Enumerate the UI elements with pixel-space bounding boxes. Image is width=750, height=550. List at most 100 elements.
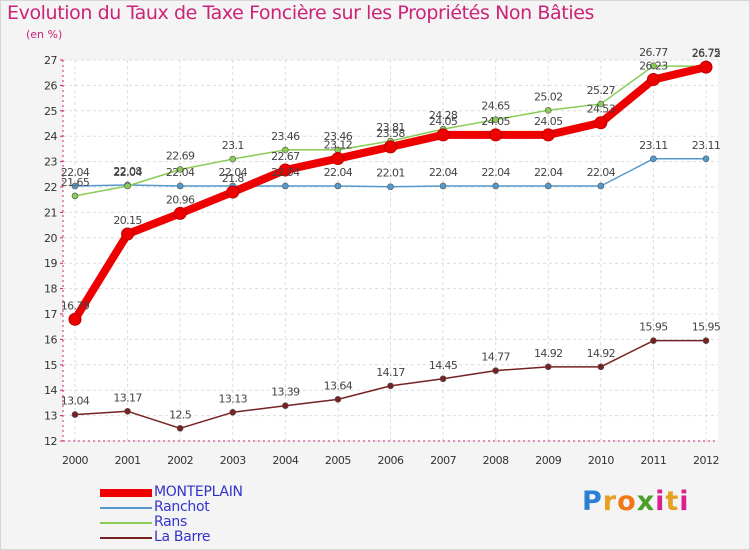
data-point-monteplain	[594, 116, 608, 130]
data-label-ranchot: 23.11	[639, 139, 668, 152]
data-point-la-barre	[334, 396, 342, 403]
data-label-monteplain: 24.53	[587, 103, 616, 116]
data-label-monteplain: 20.96	[166, 193, 195, 206]
data-label-la-barre: 13.64	[324, 379, 353, 392]
data-label-rans: 23.46	[324, 130, 353, 143]
data-point-rans	[597, 100, 605, 108]
data-label-rans: 23.1	[222, 139, 244, 152]
chart-title: Evolution du Taux de Taxe Foncière sur l…	[7, 2, 595, 24]
data-point-la-barre	[544, 363, 552, 371]
data-label-rans: 25.27	[587, 84, 616, 97]
data-point-rans	[492, 116, 499, 123]
data-label-ranchot: 23.11	[692, 139, 721, 152]
data-label-monteplain: 22.67	[271, 150, 300, 163]
y-tick-label: 26	[44, 79, 57, 92]
data-label-rans: 23.46	[271, 130, 300, 143]
data-point-ranchot	[439, 182, 447, 190]
data-point-monteplain	[646, 73, 660, 87]
data-label-rans: 21.65	[61, 176, 90, 189]
data-label-ranchot: 22.04	[429, 166, 458, 179]
data-point-monteplain	[436, 128, 450, 142]
data-point-la-barre	[597, 363, 605, 371]
x-tick-label: 2007	[430, 454, 456, 467]
data-label-la-barre: 12.5	[169, 408, 192, 421]
data-label-la-barre: 14.77	[481, 351, 510, 364]
legend-label-ranchot: Ranchot	[154, 499, 210, 515]
data-point-monteplain	[68, 312, 82, 326]
data-label-la-barre: 13.17	[113, 391, 142, 404]
data-point-monteplain	[278, 163, 292, 177]
data-label-rans: 23.81	[376, 121, 405, 134]
data-label-rans: 26.75	[692, 46, 721, 59]
data-point-la-barre	[176, 424, 184, 432]
y-tick-label: 22	[44, 181, 57, 194]
data-point-la-barre	[439, 375, 447, 383]
data-point-ranchot	[282, 182, 289, 190]
data-point-la-barre	[282, 402, 289, 409]
legend-label-monteplain: MONTEPLAIN	[154, 484, 243, 500]
data-point-monteplain	[541, 128, 555, 142]
data-point-rans	[650, 62, 657, 70]
data-label-monteplain: 24.05	[429, 115, 458, 128]
data-point-la-barre	[650, 337, 657, 344]
data-label-la-barre: 14.17	[376, 366, 405, 379]
data-point-rans	[176, 166, 184, 173]
data-point-rans	[71, 192, 79, 200]
y-tick-label: 18	[44, 283, 57, 296]
data-label-ranchot: 22.04	[534, 166, 563, 179]
y-tick-label: 16	[44, 333, 57, 346]
x-tick-label: 2008	[483, 454, 509, 467]
data-point-ranchot	[387, 183, 394, 191]
logo-letter: x	[636, 486, 656, 517]
x-tick-label: 2004	[272, 454, 298, 467]
data-label-monteplain: 23.58	[376, 127, 405, 140]
data-label-monteplain: 16.79	[61, 299, 90, 312]
data-label-rans: 22.04	[113, 166, 142, 179]
data-point-ranchot	[492, 182, 499, 190]
x-tick-label: 2000	[62, 454, 88, 467]
data-point-monteplain	[489, 128, 503, 142]
logo-letter: o	[617, 486, 637, 517]
data-label-la-barre: 13.13	[219, 392, 248, 405]
y-tick-label: 24	[44, 130, 57, 143]
data-point-rans	[229, 155, 237, 163]
x-tick-label: 2012	[693, 454, 719, 467]
y-tick-label: 20	[44, 232, 57, 245]
data-point-ranchot	[544, 182, 552, 190]
legend-swatch-la-barre	[100, 537, 152, 539]
data-label-la-barre: 13.39	[271, 386, 300, 399]
data-point-la-barre	[229, 408, 237, 416]
x-tick-label: 2006	[378, 454, 404, 467]
logo-letter: i	[655, 486, 666, 517]
data-label-la-barre: 13.04	[61, 395, 90, 408]
y-tick-label: 14	[44, 384, 57, 397]
data-point-rans	[544, 106, 552, 114]
data-point-monteplain	[226, 185, 240, 199]
x-tick-label: 2009	[535, 454, 561, 467]
y-tick-label: 13	[44, 410, 57, 423]
data-point-rans	[124, 182, 131, 190]
data-label-la-barre: 14.92	[534, 347, 563, 360]
data-label-ranchot: 22.04	[219, 166, 248, 179]
legend-swatch-ranchot	[100, 507, 152, 509]
x-tick-label: 2002	[167, 454, 193, 467]
data-label-la-barre: 14.45	[429, 359, 458, 372]
logo-letter: r	[602, 486, 618, 517]
plot-area	[63, 60, 718, 441]
data-label-la-barre: 15.95	[692, 321, 721, 334]
data-label-ranchot: 22.04	[61, 166, 90, 179]
data-label-monteplain: 23.12	[324, 139, 353, 152]
data-point-monteplain	[121, 227, 135, 241]
data-label-rans: 22.69	[166, 149, 195, 162]
y-tick-label: 17	[44, 308, 57, 321]
data-point-ranchot	[176, 182, 184, 190]
data-label-ranchot: 22.04	[166, 166, 195, 179]
y-tick-label: 12	[44, 435, 57, 448]
data-label-monteplain: 24.05	[481, 115, 510, 128]
data-point-ranchot	[702, 155, 710, 163]
data-point-la-barre	[71, 411, 79, 418]
logo-letter: t	[665, 486, 680, 517]
data-point-la-barre	[124, 407, 131, 415]
y-tick-label: 23	[44, 156, 57, 169]
